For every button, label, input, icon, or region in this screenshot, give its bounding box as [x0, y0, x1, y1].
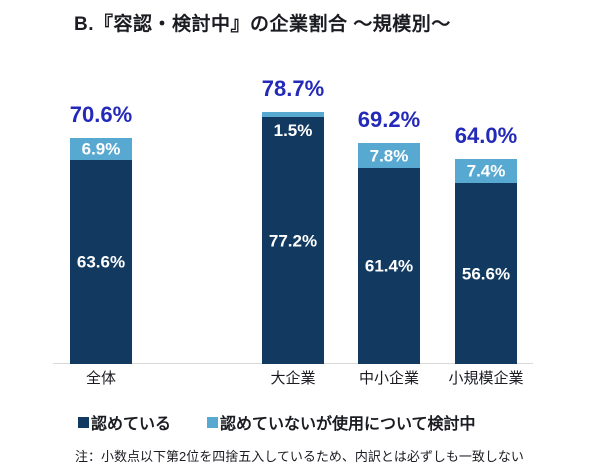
considering-value-label: 6.9%	[81, 139, 121, 159]
bar-大企業: 1.5% 77.2% 78.7% 大企業	[262, 78, 324, 388]
bar-全体: 6.9% 63.6% 70.6% 全体	[70, 104, 132, 388]
considering-value-label: 1.5%	[273, 121, 313, 140]
total-value-label: 69.2%	[357, 107, 421, 132]
legend-swatch-considering-icon	[207, 416, 219, 428]
segment-considering	[455, 159, 517, 183]
segment-considering	[358, 143, 420, 168]
total-value-label: 78.7%	[261, 76, 325, 101]
considering-value-label: 7.8%	[369, 146, 409, 165]
bar-中小企業: 7.8% 61.4% 69.2% 中小企業	[358, 109, 420, 388]
considering-value-label: 7.4%	[466, 161, 506, 181]
segment-considering	[70, 138, 132, 160]
category-label: 小規模企業	[448, 370, 524, 387]
accepted-value-label: 61.4%	[364, 256, 414, 276]
legend-label-considering: 認めていないが使用について検討中	[220, 416, 476, 433]
segment-accepted	[358, 168, 420, 364]
category-label: 中小企業	[358, 370, 420, 387]
bar-小規模企業: 7.4% 56.6% 64.0% 小規模企業	[448, 125, 523, 388]
footnote: 注：小数点以下第2位を四捨五入しているため、内訳とは必ずしも一致しない	[75, 449, 524, 464]
legend-label-accepted: 認めている	[91, 416, 172, 433]
chart-title: B.『容認・検討中』の企業割合 ～規模別～	[74, 14, 451, 35]
segment-accepted	[70, 160, 132, 364]
accepted-value-label: 56.6%	[461, 264, 511, 283]
segment-considering	[262, 112, 324, 117]
total-value-label: 64.0%	[454, 123, 518, 148]
category-label: 大企業	[270, 370, 316, 387]
segment-accepted	[262, 117, 324, 364]
accepted-value-label: 77.2%	[268, 231, 318, 250]
legend: 認めている 認めていないが使用について検討中	[78, 410, 476, 434]
legend-swatch-accepted-icon	[78, 416, 89, 428]
accepted-value-label: 63.6%	[76, 252, 126, 272]
legend-item-considering: 認めていないが使用について検討中	[207, 410, 476, 434]
category-label: 全体	[85, 370, 117, 387]
total-value-label: 70.6%	[69, 102, 133, 127]
legend-item-accepted: 認めている	[78, 410, 171, 434]
segment-accepted	[455, 183, 517, 364]
